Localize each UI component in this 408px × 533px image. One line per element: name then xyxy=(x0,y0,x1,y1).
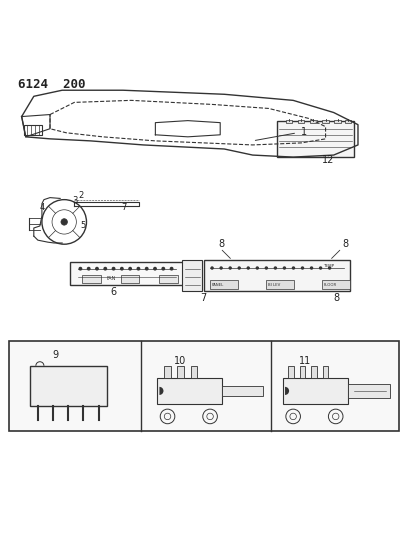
Text: 10: 10 xyxy=(174,356,186,366)
Bar xyxy=(266,280,294,289)
Text: FAN: FAN xyxy=(107,276,116,281)
Text: 8: 8 xyxy=(343,239,349,249)
Bar xyxy=(157,378,222,404)
Circle shape xyxy=(293,267,295,269)
Bar xyxy=(335,120,341,123)
Circle shape xyxy=(302,267,304,269)
Bar xyxy=(345,120,351,123)
Bar xyxy=(348,384,390,398)
Text: 12: 12 xyxy=(322,155,334,165)
Bar xyxy=(222,386,263,396)
Bar xyxy=(286,120,293,123)
Circle shape xyxy=(162,268,164,270)
Bar xyxy=(191,366,197,378)
Bar xyxy=(30,366,107,406)
Bar xyxy=(182,261,202,291)
Text: 9: 9 xyxy=(52,351,58,360)
Text: 7: 7 xyxy=(121,203,126,212)
Text: 8: 8 xyxy=(218,239,224,249)
Circle shape xyxy=(61,219,67,225)
Circle shape xyxy=(87,268,90,270)
Text: 6: 6 xyxy=(111,287,117,297)
Wedge shape xyxy=(160,387,164,395)
Text: PANEL: PANEL xyxy=(212,284,224,287)
Circle shape xyxy=(220,267,222,269)
Text: TEMP: TEMP xyxy=(324,264,335,268)
Bar xyxy=(288,366,294,378)
Bar xyxy=(121,276,139,282)
FancyBboxPatch shape xyxy=(277,120,354,157)
Circle shape xyxy=(96,268,98,270)
Text: 3: 3 xyxy=(72,196,78,205)
Bar xyxy=(82,276,101,282)
Bar xyxy=(210,280,238,289)
Circle shape xyxy=(129,268,131,270)
Bar xyxy=(311,366,317,378)
Text: 11: 11 xyxy=(299,356,311,366)
Bar xyxy=(70,262,184,285)
Bar xyxy=(283,378,348,404)
Bar xyxy=(164,366,171,378)
Bar xyxy=(310,120,317,123)
Circle shape xyxy=(310,267,313,269)
Circle shape xyxy=(211,267,213,269)
Bar xyxy=(322,120,329,123)
Text: 7: 7 xyxy=(200,293,206,303)
Bar xyxy=(9,342,399,431)
Bar xyxy=(160,276,177,282)
Circle shape xyxy=(319,267,322,269)
Circle shape xyxy=(229,267,231,269)
Text: 6124  200: 6124 200 xyxy=(18,78,85,91)
Text: 2: 2 xyxy=(78,191,84,200)
Text: 1: 1 xyxy=(301,127,307,137)
Circle shape xyxy=(238,267,240,269)
Bar xyxy=(322,280,350,289)
Circle shape xyxy=(137,268,140,270)
Circle shape xyxy=(284,267,286,269)
Text: FLOOR: FLOOR xyxy=(324,284,337,287)
Circle shape xyxy=(247,267,249,269)
Circle shape xyxy=(328,267,330,269)
Text: 5: 5 xyxy=(80,221,86,230)
Bar xyxy=(323,366,328,378)
Circle shape xyxy=(265,267,267,269)
Circle shape xyxy=(154,268,156,270)
Circle shape xyxy=(79,268,82,270)
Circle shape xyxy=(112,268,115,270)
Circle shape xyxy=(256,267,258,269)
Text: 8: 8 xyxy=(334,293,340,303)
Circle shape xyxy=(104,268,106,270)
Bar xyxy=(177,366,184,378)
Bar xyxy=(204,261,350,291)
Text: 4: 4 xyxy=(40,203,45,212)
Wedge shape xyxy=(285,387,289,395)
Text: BI LEV: BI LEV xyxy=(268,284,280,287)
Bar xyxy=(300,366,306,378)
Circle shape xyxy=(171,268,173,270)
Bar xyxy=(298,120,304,123)
Circle shape xyxy=(146,268,148,270)
Circle shape xyxy=(121,268,123,270)
Circle shape xyxy=(274,267,276,269)
